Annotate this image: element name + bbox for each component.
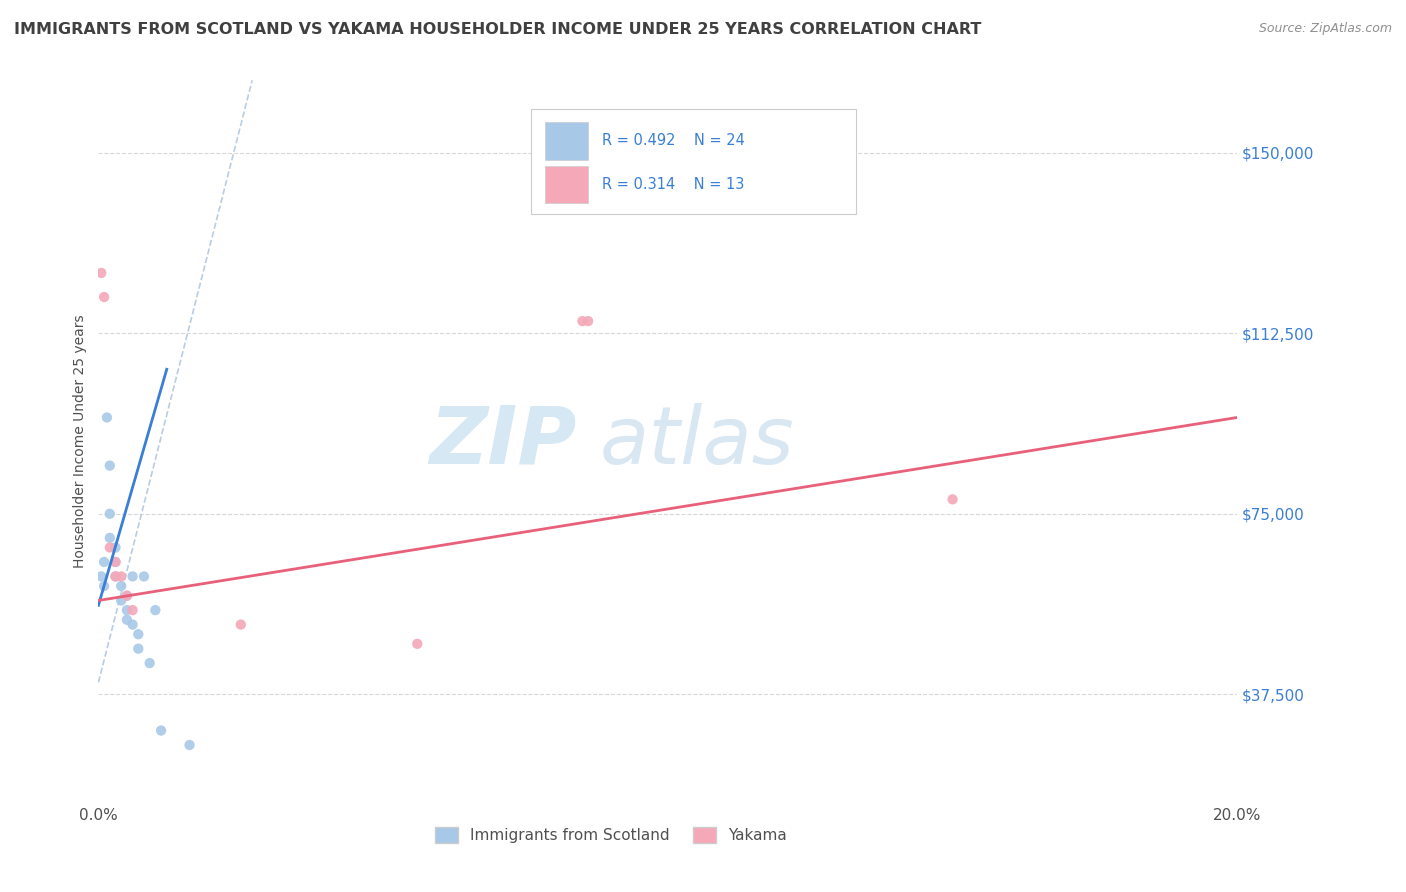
Point (138, 656, 160, 670)
Text: Source: ZipAtlas.com: Source: ZipAtlas.com (1258, 22, 1392, 36)
Point (115, 589, 138, 603)
Point (179, 738, 201, 752)
Point (576, 314, 599, 328)
Y-axis label: Householder Income Under 25 years: Householder Income Under 25 years (73, 315, 87, 568)
Legend: Immigrants from Scotland, Yakama: Immigrants from Scotland, Yakama (429, 822, 793, 849)
Point (150, 723, 173, 738)
Point (93, 290, 115, 304)
Point (98, 531, 121, 545)
Text: atlas: atlas (599, 402, 794, 481)
Point (90, 569, 112, 583)
Point (104, 541, 127, 555)
Text: R = 0.314    N = 13: R = 0.314 N = 13 (602, 177, 744, 192)
Point (115, 613, 138, 627)
Point (110, 579, 132, 593)
Point (571, 314, 593, 328)
Point (127, 627, 149, 641)
Bar (546, 122, 588, 160)
Point (93, 579, 115, 593)
Point (104, 555, 127, 569)
Text: R = 0.492    N = 24: R = 0.492 N = 24 (602, 134, 745, 148)
Point (104, 569, 127, 583)
Point (104, 555, 127, 569)
Point (406, 637, 429, 651)
Point (110, 569, 132, 583)
Point (942, 492, 965, 507)
Point (104, 569, 127, 583)
Point (98, 541, 121, 555)
Point (96, 410, 118, 425)
Point (121, 617, 143, 632)
Point (115, 603, 138, 617)
Bar (546, 166, 588, 203)
Point (121, 569, 143, 583)
Point (115, 589, 138, 603)
Point (98, 458, 121, 473)
Point (145, 603, 167, 617)
Point (127, 641, 149, 656)
Point (90, 266, 112, 280)
Point (121, 603, 143, 617)
Bar (531, 109, 856, 214)
Point (132, 569, 155, 583)
Text: IMMIGRANTS FROM SCOTLAND VS YAKAMA HOUSEHOLDER INCOME UNDER 25 YEARS CORRELATION: IMMIGRANTS FROM SCOTLAND VS YAKAMA HOUSE… (14, 22, 981, 37)
Point (110, 593, 132, 607)
Point (93, 555, 115, 569)
Point (98, 507, 121, 521)
Text: ZIP: ZIP (429, 402, 576, 481)
Point (229, 617, 252, 632)
